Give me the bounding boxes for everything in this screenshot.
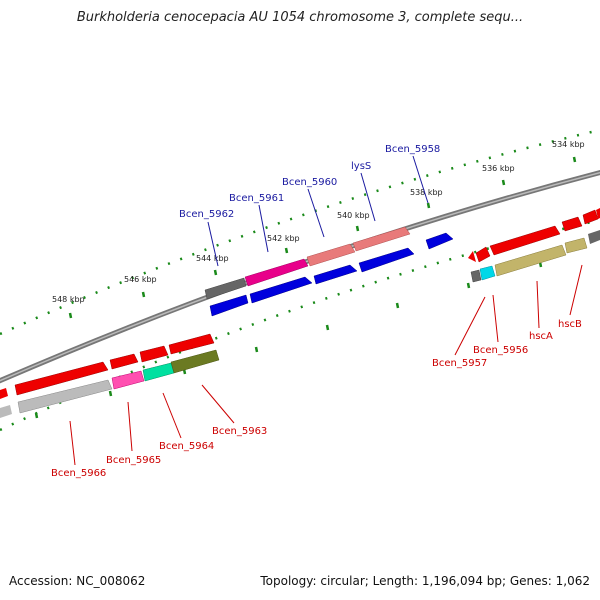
label-bcen-5966: Bcen_5966 [51, 468, 106, 479]
lower-scale-track [0, 218, 600, 432]
scale-label-544: 544 kbp [196, 254, 229, 263]
label-bcen-5962: Bcen_5962 [179, 209, 234, 220]
map-title: Burkholderia cenocepacia AU 1054 chromos… [76, 10, 524, 25]
scale-label-548: 548 kbp [52, 295, 85, 304]
gene-bcen-5963[interactable] [170, 349, 220, 374]
gene-red-small-1[interactable] [109, 353, 139, 370]
scale-label-538: 538 kbp [410, 188, 443, 197]
scale-label-546: 546 kbp [124, 275, 157, 284]
gene-bcen-5966-red[interactable] [14, 361, 109, 396]
gene-bcen-5960[interactable] [306, 243, 356, 267]
scale-label-542: 542 kbp [267, 234, 300, 243]
label-lyss: lysS [351, 161, 371, 172]
gene-lyss[interactable] [352, 226, 411, 252]
gene-bcen-5957[interactable] [470, 269, 482, 283]
gene-red-right-edge[interactable] [596, 208, 600, 219]
left-feature-row-2 [0, 349, 220, 418]
gene-red-right-2[interactable] [582, 209, 599, 225]
label-bcen-5963: Bcen_5963 [212, 426, 267, 437]
gene-red-small-2[interactable] [139, 345, 169, 363]
gene-blue-4[interactable] [358, 247, 415, 273]
gene-bcen-5958[interactable] [425, 232, 454, 250]
gene-red-arrow-tiny[interactable] [468, 251, 476, 262]
gene-blue-2[interactable] [249, 276, 313, 304]
topology-text: Topology: circular; Length: 1,196,094 bp… [260, 574, 590, 588]
upper-scale-track [0, 128, 600, 336]
accession-text: Accession: NC_008062 [9, 574, 146, 588]
right-feature-row-2 [470, 230, 600, 283]
gene-bcen-5961[interactable] [244, 258, 309, 287]
label-bcen-5956: Bcen_5956 [473, 345, 528, 356]
right-feature-row-1 [468, 208, 600, 263]
gene-hscb[interactable] [564, 237, 588, 254]
scale-label-536: 536 kbp [482, 164, 515, 173]
lower-leader-lines [69, 264, 583, 466]
upper-feature-row-1 [204, 226, 411, 300]
gene-bcen-5965[interactable] [111, 370, 145, 390]
label-hsca: hscA [529, 331, 553, 342]
scale-label-540: 540 kbp [337, 211, 370, 220]
gene-red-small-3[interactable] [168, 333, 215, 355]
gene-hsca[interactable] [494, 244, 567, 277]
left-feature-row-1 [0, 333, 215, 399]
upper-feature-row-2 [209, 232, 454, 317]
scale-label-534: 534 kbp [552, 140, 585, 149]
gene-red-arrow-small[interactable] [475, 246, 491, 263]
gene-bcen-5962[interactable] [204, 277, 247, 300]
label-bcen-5957: Bcen_5957 [432, 358, 487, 369]
label-bcen-5958: Bcen_5958 [385, 144, 440, 155]
gene-bcen-5966[interactable] [17, 379, 113, 414]
gene-bcen-5956[interactable] [479, 265, 496, 281]
upper-leader-lines [207, 155, 429, 267]
gene-blue-1[interactable] [209, 294, 249, 317]
label-hscb: hscB [558, 319, 582, 330]
label-bcen-5965: Bcen_5965 [106, 455, 161, 466]
label-bcen-5961: Bcen_5961 [229, 193, 284, 204]
gene-blue-3[interactable] [313, 264, 358, 285]
gene-red-right-1[interactable] [561, 216, 583, 232]
gene-red-long[interactable] [489, 225, 561, 256]
gene-left-grey-edge[interactable] [0, 405, 12, 418]
label-bcen-5960: Bcen_5960 [282, 177, 337, 188]
gene-bcen-5964[interactable] [142, 362, 175, 382]
gene-grey-right-edge[interactable] [588, 230, 600, 244]
upper-major-ticks [68, 156, 577, 319]
label-bcen-5964: Bcen_5964 [159, 441, 214, 452]
gene-left-red-edge[interactable] [0, 388, 8, 399]
